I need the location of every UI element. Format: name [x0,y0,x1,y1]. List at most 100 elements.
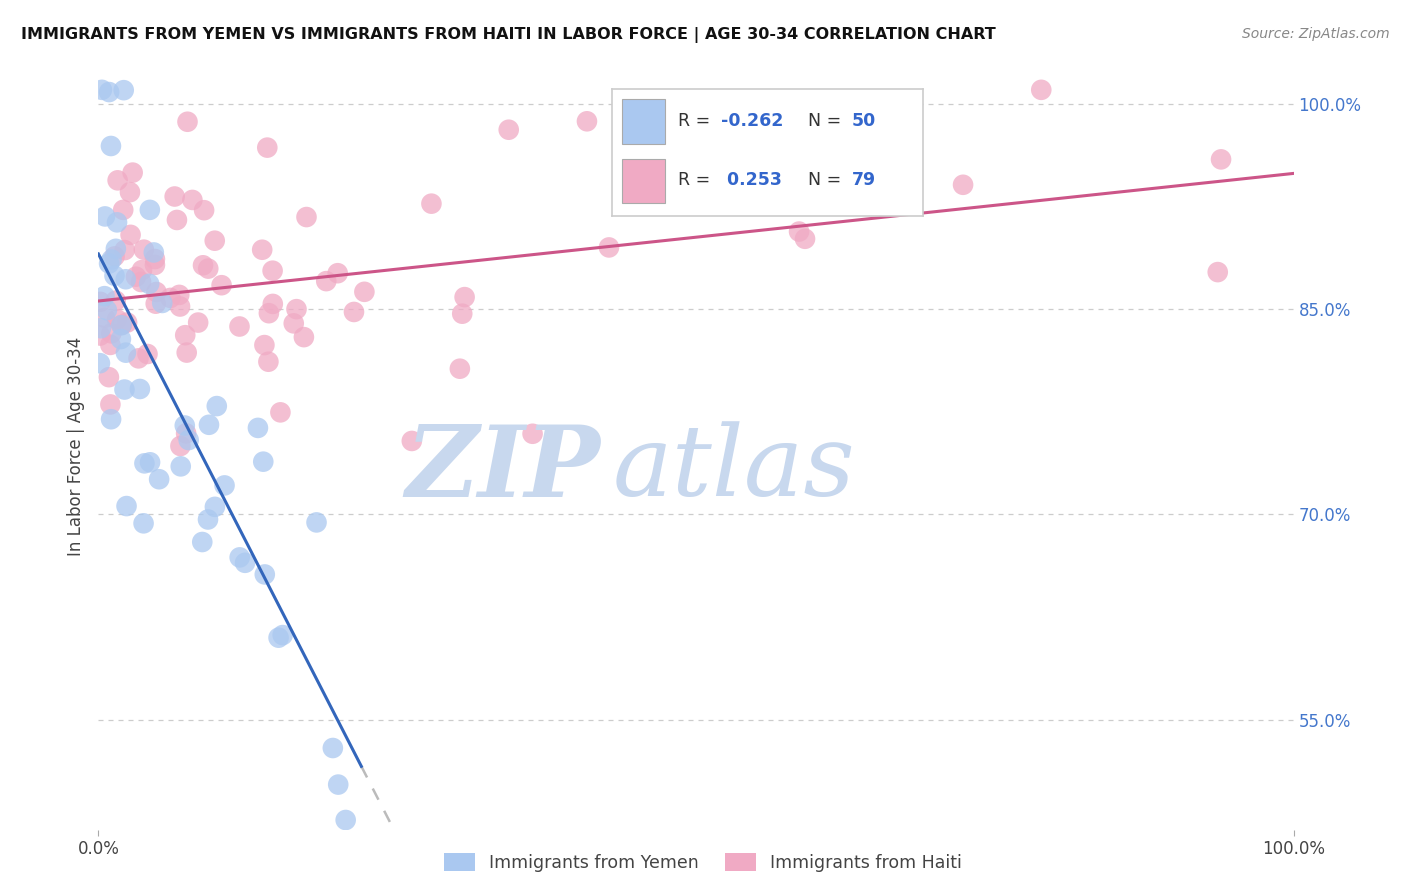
Point [94,210,117,224]
Point [169,439,191,453]
Point [138,277,160,291]
Point [100,397,122,411]
Point [233,556,256,570]
Point [177,433,200,447]
Point [110,332,132,346]
Point [159,291,181,305]
Point [90,321,112,335]
Point [453,290,475,304]
Point [228,319,250,334]
Point [169,300,191,314]
Point [89,356,111,370]
Point [285,302,308,317]
Point [449,361,471,376]
Point [522,426,544,441]
Point [262,263,284,277]
Point [132,243,155,257]
Point [197,261,219,276]
Point [343,305,366,319]
Point [143,258,166,272]
Legend: Immigrants from Yemen, Immigrants from Haiti: Immigrants from Yemen, Immigrants from H… [437,847,969,879]
Point [498,122,520,136]
Point [143,252,166,266]
Point [114,272,136,286]
Point [451,307,474,321]
Point [353,285,375,299]
Point [131,263,153,277]
Point [292,330,315,344]
Point [257,355,280,369]
Point [198,417,221,432]
Point [401,434,423,448]
Point [181,193,204,207]
Point [868,164,890,178]
Point [98,338,121,352]
Point [328,778,350,792]
Point [145,285,167,299]
Point [98,85,121,99]
Point [100,252,122,267]
Point [107,173,129,187]
Point [256,140,278,154]
Point [174,426,197,441]
Point [228,550,250,565]
Point [269,405,291,419]
Point [114,243,136,257]
Point [271,628,294,642]
Point [134,456,156,470]
Point [114,383,136,397]
Point [136,347,159,361]
Point [104,242,127,256]
Point [89,294,111,309]
Point [682,186,704,200]
Point [163,189,186,203]
Point [322,741,344,756]
Point [191,535,214,549]
Point [315,274,337,288]
Point [100,139,122,153]
Point [139,455,162,469]
Text: ZIP: ZIP [405,421,600,517]
Point [193,203,215,218]
Text: Source: ZipAtlas.com: Source: ZipAtlas.com [1241,27,1389,41]
Point [96,303,118,318]
Point [112,83,135,97]
Point [148,472,170,486]
Point [253,567,276,582]
Point [211,278,233,293]
Point [187,316,209,330]
Point [103,268,125,283]
Point [105,312,128,326]
Point [98,256,121,270]
Point [142,245,165,260]
Point [257,306,280,320]
Point [111,318,134,332]
Point [104,293,127,308]
Point [575,114,598,128]
Point [420,196,443,211]
Point [205,399,228,413]
Point [787,225,810,239]
Point [267,631,290,645]
Point [283,317,305,331]
Point [176,345,198,359]
Point [132,516,155,531]
Point [129,275,152,289]
Point [145,296,167,310]
Point [125,269,148,284]
Text: atlas: atlas [613,421,855,516]
Point [112,202,135,217]
Text: IMMIGRANTS FROM YEMEN VS IMMIGRANTS FROM HAITI IN LABOR FORCE | AGE 30-34 CORREL: IMMIGRANTS FROM YEMEN VS IMMIGRANTS FROM… [21,27,995,43]
Point [115,499,138,513]
Point [952,178,974,192]
Point [94,310,117,325]
Point [110,318,132,333]
Point [174,328,197,343]
Point [89,328,111,343]
Point [250,243,273,257]
Point [150,296,173,310]
Point [105,215,128,229]
Point [128,351,150,366]
Point [253,338,276,352]
Point [176,114,198,128]
